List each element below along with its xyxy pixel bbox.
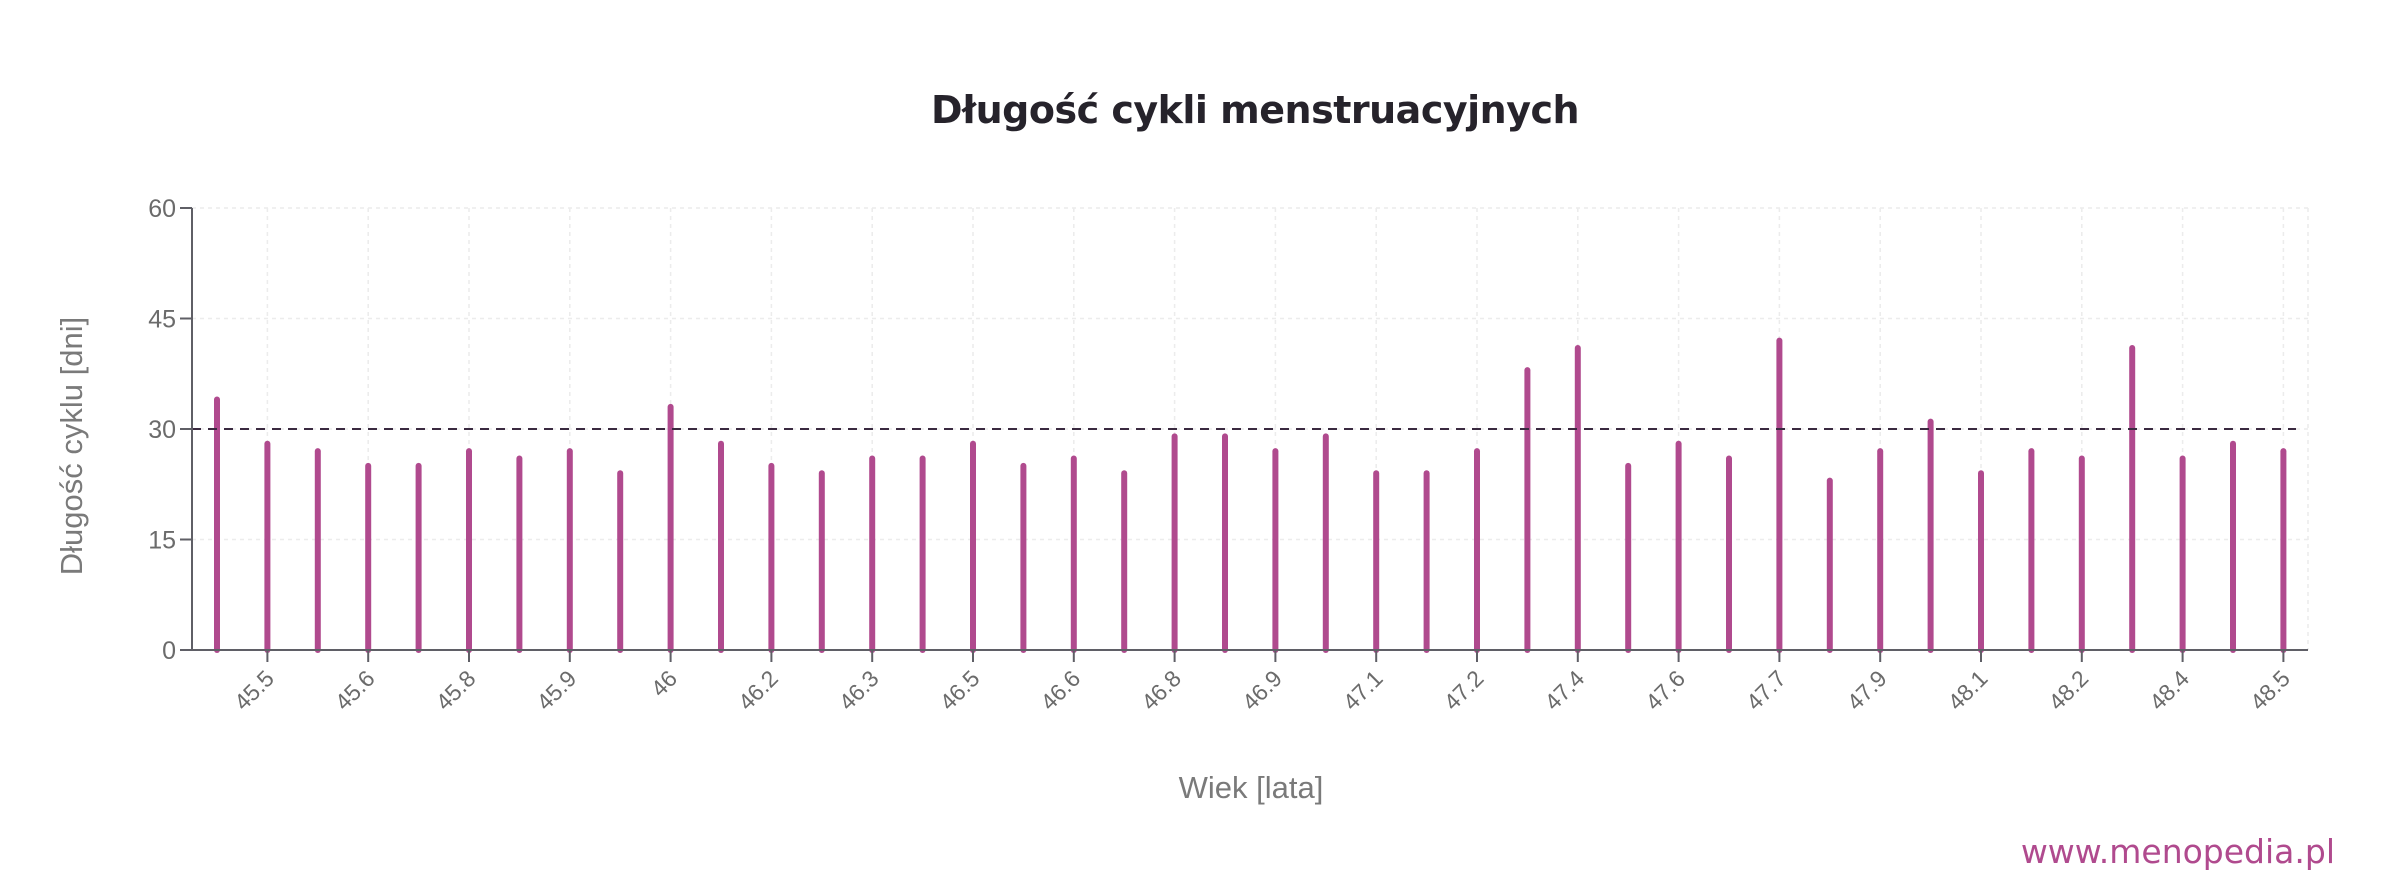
x-tick-label: 48.2 [2043, 665, 2093, 715]
x-tick-label: 46.2 [733, 665, 783, 715]
y-tick-label: 30 [148, 416, 176, 444]
x-tick-label: 47.2 [1438, 665, 1488, 715]
x-tick-label: 46.5 [934, 665, 984, 715]
y-tick-label: 60 [148, 195, 176, 223]
x-tick-label: 45.5 [229, 665, 279, 715]
x-tick-label: 45.9 [531, 665, 581, 715]
x-tick-label: 48.4 [2144, 665, 2194, 715]
x-tick-label: 46.9 [1237, 665, 1287, 715]
x-tick-label: 47.9 [1842, 665, 1892, 715]
y-tick-label: 45 [148, 306, 176, 334]
x-axis-title: Wiek [lata] [1178, 770, 1324, 805]
x-tick-label: 45.8 [430, 665, 480, 715]
y-tick-label: 0 [162, 637, 176, 665]
x-tick-label: 47.6 [1640, 665, 1690, 715]
x-tick-label: 47.1 [1338, 665, 1388, 715]
x-tick-label: 47.4 [1539, 665, 1589, 715]
y-axis-title: Długość cyklu [dni] [54, 316, 89, 576]
x-tick-label: 46.6 [1035, 665, 1085, 715]
x-tick-label: 46.3 [834, 665, 884, 715]
x-tick-label: 45.6 [330, 665, 380, 715]
y-tick-label: 15 [148, 527, 176, 555]
x-tick-label: 46 [646, 665, 682, 701]
chart-title: Długość cykli menstruacyjnych [930, 88, 1580, 132]
watermark-link[interactable]: www.menopedia.pl [2020, 832, 2335, 871]
x-tick-label: 46.8 [1136, 665, 1186, 715]
x-tick-label: 48.5 [2245, 665, 2295, 715]
x-tick-label: 47.7 [1741, 665, 1791, 715]
x-tick-label: 48.1 [1942, 665, 1992, 715]
